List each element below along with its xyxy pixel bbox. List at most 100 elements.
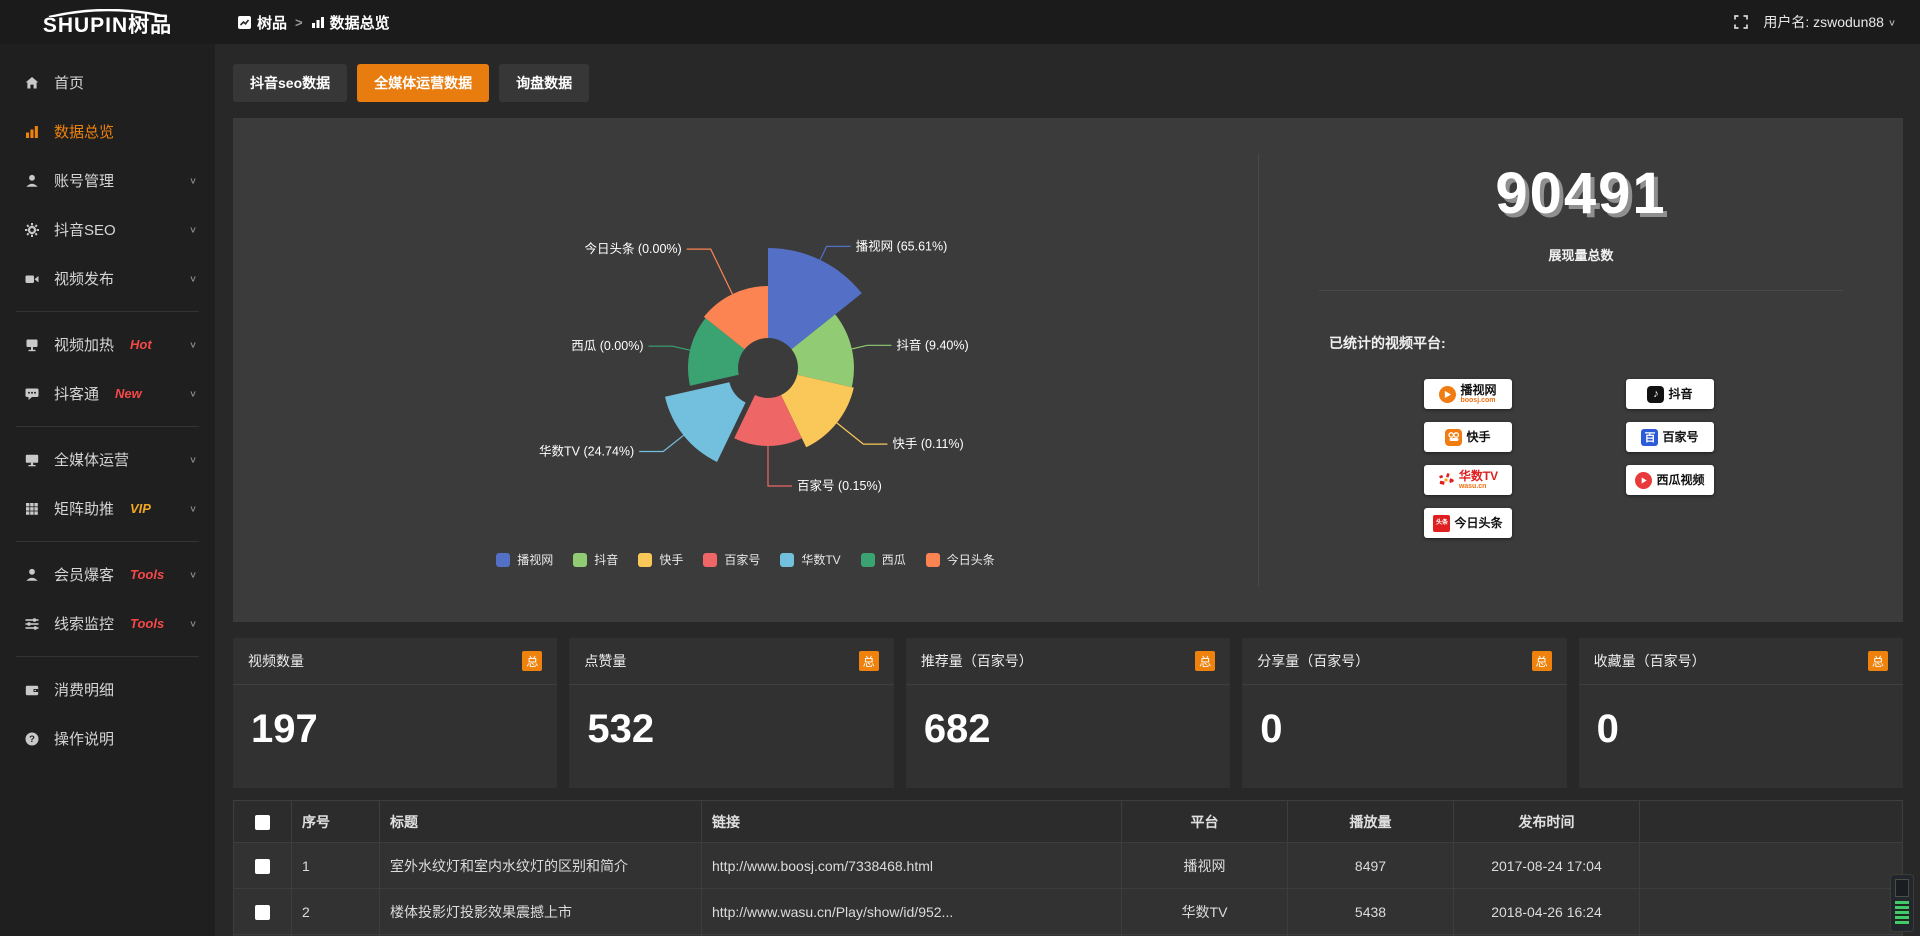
cell-title-link[interactable]: 室外水纹灯和室内水纹灯的区别和简介 <box>379 842 702 889</box>
platform-sub: wasu.cn <box>1458 483 1487 490</box>
fullscreen-icon[interactable] <box>1733 14 1749 30</box>
pie-label-百家号: 百家号 (0.15%) <box>797 478 882 493</box>
legend-label: 今日头条 <box>946 553 995 567</box>
sidebar-item-badge: VIP <box>130 501 151 516</box>
pie-slice-抖音[interactable] <box>791 314 854 388</box>
platform-name: 快手 <box>1466 430 1491 444</box>
column-header-链接: 链接 <box>701 800 1122 843</box>
pie-slice-快手[interactable] <box>781 374 854 448</box>
chart-legend: 播视网 抖音 快手 百家号 华数TV 西瓜 今日头条 <box>233 551 1258 568</box>
sidebar-item-label: 数据总览 <box>54 124 115 141</box>
overview-panel: 播视网 (65.61%) 抖音 (9.40%) 快手 (0.11%) 百家号 (0.1… <box>233 118 1903 622</box>
screen-icon <box>26 339 38 351</box>
pie-label-抖音: 抖音 (9.40%) <box>896 337 968 352</box>
sidebar-item-抖音SEO[interactable]: 抖音SEO ∨ <box>0 205 215 254</box>
cell-url-link[interactable]: http://www.boosj.com/7338468.html <box>701 842 1122 889</box>
sidebar-item-首页[interactable]: 首页 <box>0 58 215 107</box>
widget-green-bars <box>1895 901 1909 925</box>
column-header-播放量: 播放量 <box>1287 800 1454 843</box>
legend-item-西瓜[interactable]: 西瓜 <box>860 551 906 568</box>
cell-index: 2 <box>291 888 380 935</box>
user-icon <box>26 174 38 187</box>
legend-item-播视网[interactable]: 播视网 <box>496 551 553 568</box>
pie-chart-canvas[interactable]: 播视网 (65.61%) 抖音 (9.40%) 快手 (0.11%) 百家号 (0.1… <box>233 118 1258 622</box>
platforms-label: 已统计的视频平台: <box>1329 335 1446 351</box>
main-content: 抖音seo数据 全媒体运营数据 询盘数据 播视网 (65.61%) 抖音 (9.40%… <box>215 44 1920 936</box>
table-header-row: 序号 标题 链接 平台 播放量 发布时间 <box>233 800 1903 843</box>
trend-icon <box>238 15 251 29</box>
video-publish-icon <box>25 275 39 283</box>
column-header-发布时间: 发布时间 <box>1453 800 1640 843</box>
wasu-logo <box>1438 472 1455 489</box>
sidebar-item-label: 首页 <box>54 75 85 92</box>
breadcrumb-current[interactable]: 数据总览 <box>311 12 390 33</box>
sidebar-item-操作说明[interactable]: ? 操作说明 <box>0 714 215 763</box>
legend-item-抖音[interactable]: 抖音 <box>573 551 618 568</box>
pie-slice-播视网[interactable] <box>768 248 862 350</box>
cell-title-link[interactable]: 楼体投影灯投影效果震撼上市 <box>379 888 702 935</box>
select-all-checkbox[interactable] <box>255 814 270 830</box>
xigua-logo <box>1635 471 1653 489</box>
sidebar-item-消费明细[interactable]: 消费明细 <box>0 665 215 714</box>
row-checkbox[interactable] <box>255 858 270 874</box>
stat-card-value: 0 <box>1596 707 1619 751</box>
chevron-down-icon: ∨ <box>188 176 197 186</box>
tab-询盘数据[interactable]: 询盘数据 <box>499 64 590 102</box>
pie-slice-西瓜[interactable] <box>688 318 745 386</box>
stat-card-title: 点赞量 <box>584 653 627 669</box>
legend-label: 快手 <box>659 553 684 567</box>
legend-swatch <box>780 552 795 567</box>
sidebar-item-账号管理[interactable]: 账号管理 ∨ <box>0 156 215 205</box>
stat-card-title: 收藏量（百家号） <box>1593 653 1706 669</box>
stat-card-视频数量: 视频数量 总 197 <box>233 638 558 788</box>
legend-item-快手[interactable]: 快手 <box>638 551 683 568</box>
sidebar-item-label: 全媒体运营 <box>54 452 130 469</box>
sidebar-item-视频加热[interactable]: 视频加热 Hot ∨ <box>0 320 215 369</box>
logo-text: SHUPIN树品 <box>42 14 173 37</box>
platform-name: 今日头条 <box>1454 516 1503 530</box>
sliders-icon <box>25 617 39 630</box>
sidebar-item-label: 抖客通 <box>54 386 100 403</box>
pie-slice-百家号[interactable] <box>734 395 802 447</box>
sidebar-item-label: 操作说明 <box>54 731 115 748</box>
chevron-down-icon: ∨ <box>188 340 197 350</box>
pie-slice-今日头条[interactable] <box>703 286 768 350</box>
cell-time: 2018-04-26 16:24 <box>1453 888 1640 935</box>
tab-抖音seo数据[interactable]: 抖音seo数据 <box>233 64 348 102</box>
row-checkbox[interactable] <box>255 904 270 920</box>
wallet-icon <box>25 685 39 695</box>
legend-item-今日头条[interactable]: 今日头条 <box>925 551 995 568</box>
pie-label-line-华数TV <box>639 434 684 453</box>
sidebar-item-label: 账号管理 <box>54 173 115 190</box>
sidebar-item-数据总览[interactable]: 数据总览 <box>0 107 215 156</box>
breadcrumb-root[interactable]: 树品 <box>237 12 287 33</box>
sidebar-item-视频发布[interactable]: 视频发布 ∨ <box>0 254 215 303</box>
pie-label-今日头条: 今日头条 (0.00%) <box>584 241 681 256</box>
sidebar-item-会员爆客[interactable]: 会员爆客 Tools ∨ <box>0 550 215 599</box>
legend-item-百家号[interactable]: 百家号 <box>703 551 760 568</box>
platform-name: 播视网 <box>1460 383 1497 397</box>
cell-views: 5438 <box>1287 888 1454 935</box>
sidebar-item-全媒体运营[interactable]: 全媒体运营 ∨ <box>0 435 215 484</box>
sidebar-item-矩阵助推[interactable]: 矩阵助推 VIP ∨ <box>0 484 215 533</box>
floating-monitor-widget[interactable] <box>1890 874 1914 932</box>
legend-item-华数TV[interactable]: 华数TV <box>780 551 841 568</box>
platform-name: 百家号 <box>1662 430 1699 444</box>
tab-全媒体运营数据[interactable]: 全媒体运营数据 <box>357 64 490 102</box>
boosj-logo <box>1439 385 1457 403</box>
cell-url-link[interactable]: http://www.wasu.cn/Play/show/id/952... <box>701 888 1122 935</box>
grid-icon <box>26 502 38 515</box>
sidebar-item-抖客通[interactable]: 抖客通 New ∨ <box>0 369 215 418</box>
sidebar-divider <box>16 656 199 657</box>
stat-card-title: 视频数量 <box>248 653 304 669</box>
stat-card-点赞量: 点赞量 总 532 <box>569 638 894 788</box>
sidebar-item-线索监控[interactable]: 线索监控 Tools ∨ <box>0 599 215 648</box>
home-icon <box>25 76 39 88</box>
app-logo[interactable]: SHUPIN树品 <box>0 0 215 44</box>
pie-slice-华数TV[interactable] <box>665 382 746 462</box>
help-icon: ? <box>25 732 39 745</box>
legend-label: 播视网 <box>517 553 554 567</box>
sidebar-item-badge: Tools <box>130 567 165 582</box>
user-menu[interactable]: 用户名: zswodun88 ∨ <box>1763 12 1896 32</box>
widget-screen <box>1895 879 1909 897</box>
